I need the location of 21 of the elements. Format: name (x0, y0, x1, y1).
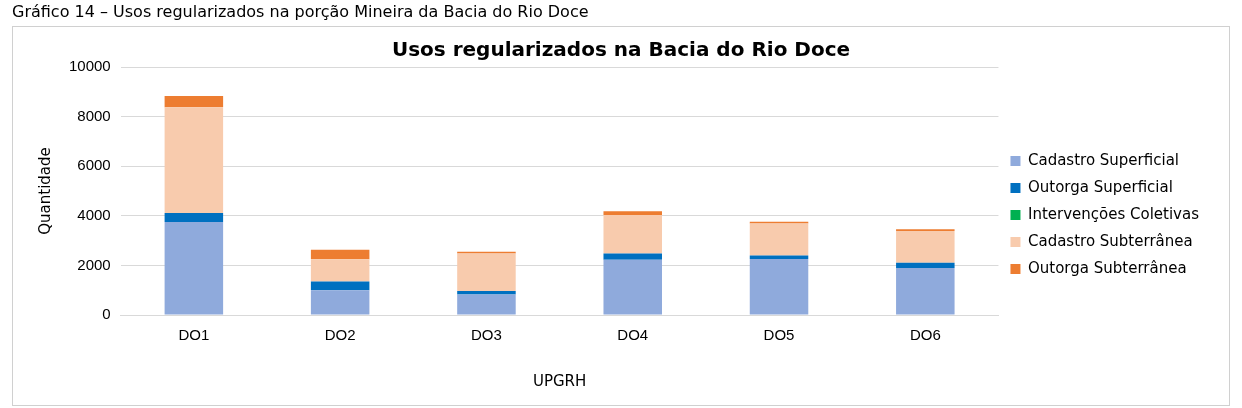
y-axis-title: Quantidade (35, 147, 54, 235)
x-tick-label: DO4 (617, 326, 649, 344)
x-tick-label: DO5 (763, 326, 795, 344)
chart-title: Usos regularizados na Bacia do Rio Doce (391, 37, 851, 62)
x-tick-label: DO6 (909, 326, 941, 344)
x-axis-title: UPGRH (532, 371, 587, 390)
y-tick-label: 8000 (77, 106, 111, 124)
legend-label: Cadastro Subterrânea (1027, 231, 1193, 250)
text: Gráfico 14 – Usos regularizados na porção Mineira da Bacia do Rio Doce (12, 2, 589, 21)
y-tick-label: 6000 (77, 156, 111, 174)
y-tick-label: 2000 (77, 255, 111, 273)
x-tick-label: DO1 (178, 326, 210, 344)
y-tick-label: 0 (102, 305, 111, 323)
legend-label: Cadastro Superficial (1027, 150, 1179, 169)
legend-label: Outorga Subterrânea (1027, 258, 1187, 277)
y-tick-label: 10000 (68, 57, 111, 75)
x-tick-label: DO2 (324, 326, 356, 344)
y-tick-label: 4000 (77, 205, 111, 223)
legend-label: Intervenções Coletivas (1027, 204, 1200, 223)
x-tick-label: DO3 (471, 326, 502, 344)
legend-label: Outorga Superficial (1027, 177, 1173, 196)
